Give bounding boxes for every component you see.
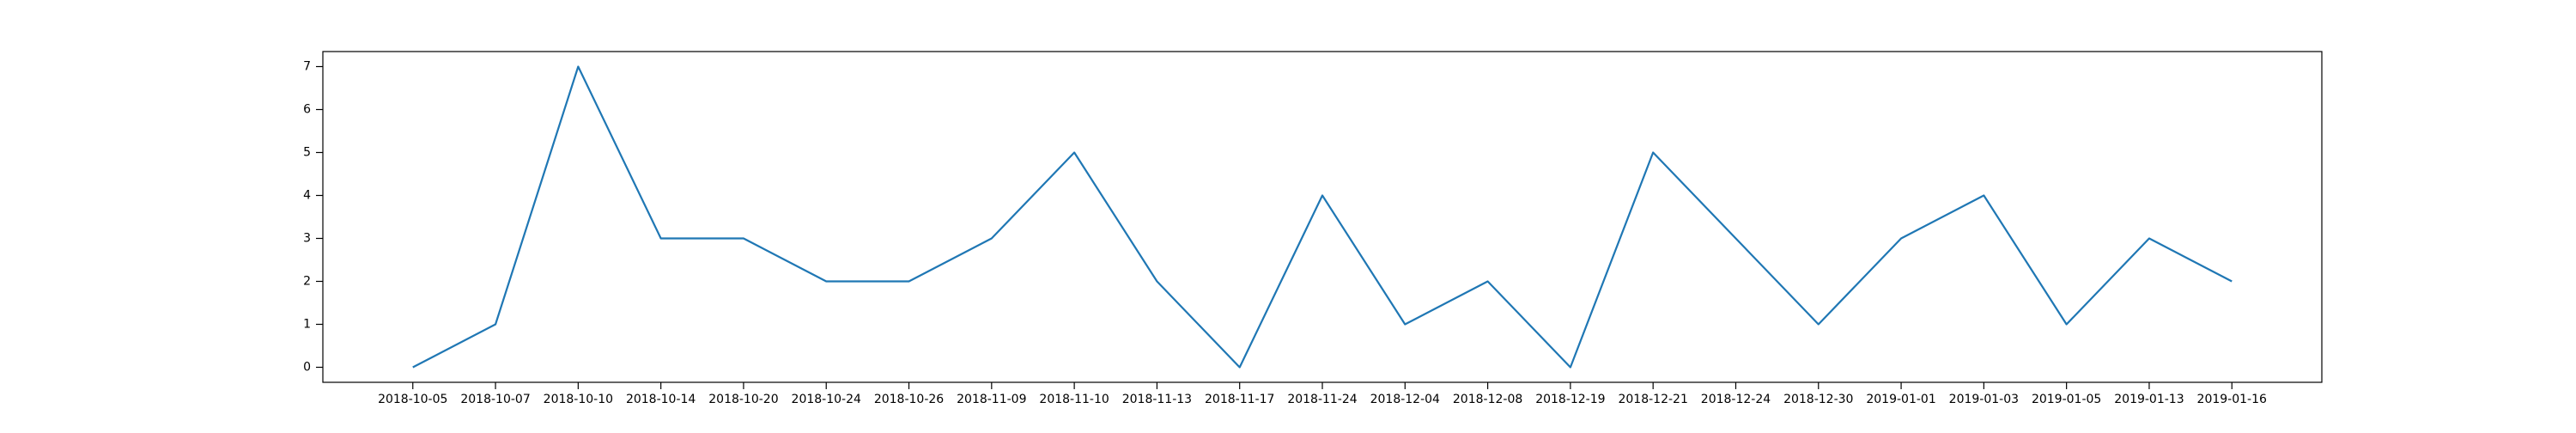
plot-frame — [322, 51, 2323, 383]
x-tick-label: 2018-12-30 — [1783, 393, 1853, 406]
x-tick-label: 2018-12-19 — [1535, 393, 1605, 406]
x-tick-label: 2018-12-21 — [1618, 393, 1687, 406]
data-line — [412, 65, 2233, 369]
x-tick-label: 2018-11-17 — [1205, 393, 1274, 406]
x-tick-label: 2018-12-24 — [1701, 393, 1771, 406]
x-tick-label: 2019-01-01 — [1866, 393, 1935, 406]
x-tick-label: 2018-11-13 — [1122, 393, 1192, 406]
x-tick-label: 2018-11-09 — [957, 393, 1026, 406]
y-tick-label: 3 — [303, 232, 311, 246]
x-tick-label: 2018-10-20 — [708, 393, 778, 406]
x-tick-label: 2018-10-24 — [792, 393, 861, 406]
x-tick-label: 2018-10-10 — [544, 393, 613, 406]
x-tick-label: 2018-11-10 — [1039, 393, 1109, 406]
x-axis: 2018-10-05 2018-10-07 2018-10-10 2018-10-14… — [378, 382, 2267, 406]
x-tick-label: 2018-10-14 — [626, 393, 696, 406]
y-tick-label: 1 — [303, 318, 311, 332]
y-tick-label: 0 — [303, 361, 311, 375]
x-tick-label: 2018-12-08 — [1453, 393, 1522, 406]
y-tick-label: 5 — [303, 146, 311, 160]
x-tick-label: 2018-10-26 — [874, 393, 944, 406]
x-tick-label: 2019-01-03 — [1949, 393, 2019, 406]
x-tick-label: 2019-01-05 — [2032, 393, 2101, 406]
x-tick-label: 2018-12-04 — [1370, 393, 1440, 406]
x-tick-label: 2018-10-07 — [460, 393, 530, 406]
x-tick-label: 2018-11-24 — [1287, 393, 1357, 406]
plot-area — [323, 52, 2322, 382]
y-axis: 0 1 2 3 4 5 6 7 — [303, 60, 323, 375]
x-tick-label: 2018-10-05 — [378, 393, 447, 406]
x-tick-label: 2019-01-16 — [2197, 393, 2267, 406]
y-tick-label: 6 — [303, 103, 311, 117]
y-tick-label: 7 — [303, 60, 311, 74]
y-tick-label: 4 — [303, 189, 311, 203]
y-tick-label: 2 — [303, 275, 311, 289]
x-tick-label: 2019-01-13 — [2114, 393, 2184, 406]
